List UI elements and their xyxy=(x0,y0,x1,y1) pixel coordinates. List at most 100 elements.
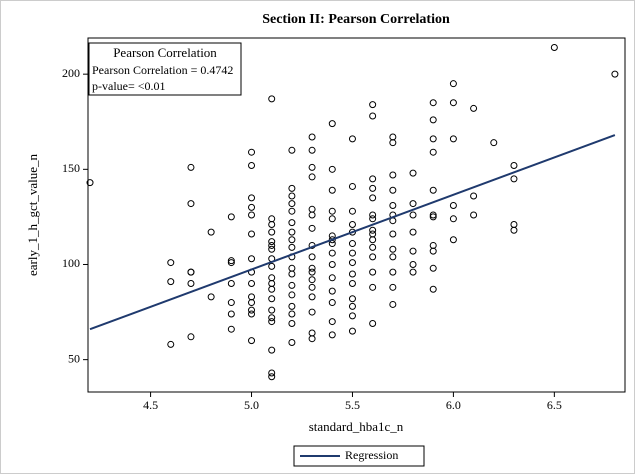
scatter-point xyxy=(248,337,256,345)
scatter-point xyxy=(288,281,296,289)
scatter-point xyxy=(429,186,437,194)
scatter-point xyxy=(167,259,175,267)
scatter-point xyxy=(449,99,457,107)
scatter-point xyxy=(369,236,377,244)
scatter-point xyxy=(248,310,256,318)
scatter-point xyxy=(248,148,256,156)
scatter-point xyxy=(389,186,397,194)
scatter-point xyxy=(470,104,478,112)
scatter-point xyxy=(308,173,316,181)
scatter-point xyxy=(308,146,316,154)
scatter-point xyxy=(429,285,437,293)
scatter-point xyxy=(288,319,296,327)
scatter-point xyxy=(328,274,336,282)
scatter-point xyxy=(288,184,296,192)
scatter-point xyxy=(248,162,256,170)
y-tick-label: 50 xyxy=(68,351,80,365)
scatter-point xyxy=(389,268,397,276)
scatter-point xyxy=(369,215,377,223)
scatter-point xyxy=(227,310,235,318)
scatter-point xyxy=(369,268,377,276)
scatter-point xyxy=(429,116,437,124)
scatter-point xyxy=(328,299,336,307)
scatter-point xyxy=(369,175,377,183)
scatter-point xyxy=(248,306,256,314)
x-tick-label: 4.5 xyxy=(143,398,158,412)
scatter-point xyxy=(308,133,316,141)
scatter-point xyxy=(207,293,215,301)
scatter-point xyxy=(268,238,276,246)
scatter-point xyxy=(227,299,235,307)
y-tick-label: 100 xyxy=(62,256,80,270)
y-tick-label: 200 xyxy=(62,66,80,80)
scatter-point xyxy=(268,373,276,381)
legend-label: Regression xyxy=(345,448,398,462)
scatter-point xyxy=(328,120,336,128)
scatter-point xyxy=(348,270,356,278)
scatter-point xyxy=(369,226,377,234)
scatter-point xyxy=(328,331,336,339)
scatter-point xyxy=(490,139,498,147)
scatter-point xyxy=(187,163,195,171)
scatter-point xyxy=(288,291,296,299)
scatter-point xyxy=(348,280,356,288)
scatter-point xyxy=(86,179,94,187)
scatter-point xyxy=(227,325,235,333)
scatter-point xyxy=(348,249,356,257)
scatter-point xyxy=(369,283,377,291)
scatter-point xyxy=(389,300,397,308)
scatter-point xyxy=(268,245,276,253)
scatter-point xyxy=(510,162,518,170)
scatter-point xyxy=(470,211,478,219)
scatter-point xyxy=(308,335,316,343)
scatter-point xyxy=(288,146,296,154)
x-tick-label: 5.0 xyxy=(244,398,259,412)
scatter-point xyxy=(389,245,397,253)
scatter-point xyxy=(288,310,296,318)
scatter-point xyxy=(268,95,276,103)
scatter-point xyxy=(429,148,437,156)
scatter-point xyxy=(248,299,256,307)
scatter-point xyxy=(348,182,356,190)
scatter-point xyxy=(328,207,336,215)
scatter-point xyxy=(449,215,457,223)
inset-line: p-value= <0.01 xyxy=(92,79,166,93)
chart-title: Section II: Pearson Correlation xyxy=(262,12,450,27)
scatter-point xyxy=(308,308,316,316)
scatter-point xyxy=(187,200,195,208)
scatter-point xyxy=(449,80,457,88)
scatter-point xyxy=(288,339,296,347)
scatter-point xyxy=(348,228,356,236)
scatter-point xyxy=(268,318,276,326)
scatter-point xyxy=(167,278,175,286)
scatter-point xyxy=(268,228,276,236)
scatter-point xyxy=(348,327,356,335)
x-tick-label: 5.5 xyxy=(345,398,360,412)
scatter-point xyxy=(268,346,276,354)
scatter-point xyxy=(449,236,457,244)
scatter-point xyxy=(288,192,296,200)
scatter-point xyxy=(328,165,336,173)
scatter-point xyxy=(369,319,377,327)
scatter-point xyxy=(389,230,397,238)
scatter-point xyxy=(308,264,316,272)
scatter-point xyxy=(268,241,276,249)
scatter-point xyxy=(248,211,256,219)
scatter-point xyxy=(268,295,276,303)
scatter-point xyxy=(308,224,316,232)
scatter-point xyxy=(227,259,235,267)
scatter-point xyxy=(348,295,356,303)
y-tick-label: 150 xyxy=(62,161,80,175)
scatter-point xyxy=(328,287,336,295)
scatter-point xyxy=(611,70,619,78)
scatter-point xyxy=(288,219,296,227)
scatter-point xyxy=(389,201,397,209)
scatter-point xyxy=(409,211,417,219)
scatter-point xyxy=(449,201,457,209)
plot-area xyxy=(87,37,626,393)
scatter-point xyxy=(409,268,417,276)
scatter-point xyxy=(369,253,377,261)
scatter-point xyxy=(288,243,296,251)
scatter-point xyxy=(510,226,518,234)
